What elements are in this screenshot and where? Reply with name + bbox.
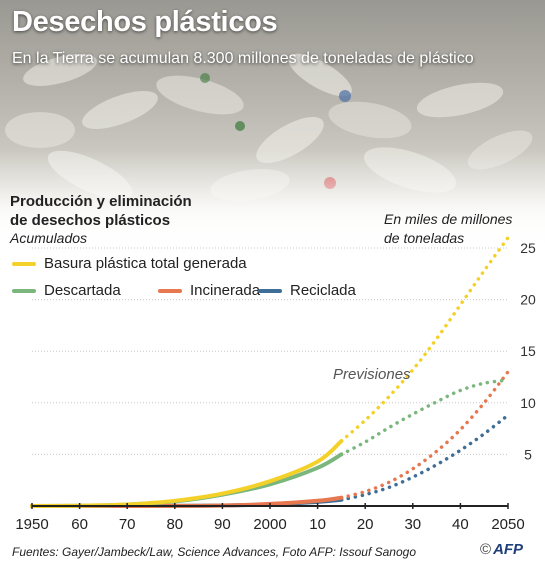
y-tick-label: 5: [524, 446, 532, 462]
legend-label-reciclada: Reciclada: [290, 282, 356, 299]
x-tick-label: 1950: [15, 516, 48, 533]
series-projection-1: [339, 378, 510, 457]
legend-swatch-descartada: [12, 288, 36, 293]
legend-swatch-total: [12, 261, 36, 266]
legend-item-incinerada: Incinerada: [158, 282, 260, 299]
y-axis-label: En miles de millones de toneladas: [384, 210, 512, 248]
x-tick-label: 10: [309, 516, 326, 533]
x-tick-label: 80: [166, 516, 183, 533]
legend-item-descartada: Descartada: [12, 282, 121, 299]
x-tick-label: 2050: [491, 516, 524, 533]
chart-title: Producción y eliminación de desechos plá…: [10, 192, 192, 230]
series-line-3: [30, 497, 344, 508]
x-tick-label: 90: [214, 516, 231, 533]
series-layer: [30, 235, 510, 508]
projection-annotation: Previsiones: [333, 366, 411, 383]
page-title: Desechos plásticos: [12, 6, 278, 38]
page-subtitle: En la Tierra se acumulan 8.300 millones …: [12, 50, 474, 67]
y-axis-label-line-1: En miles de millones: [384, 211, 513, 227]
series-projection-2: [339, 370, 510, 500]
series-projection-3: [339, 413, 510, 502]
afp-brand: AFP: [493, 541, 524, 558]
y-tick-label: 10: [520, 395, 536, 411]
x-tick-label: 60: [71, 516, 88, 533]
legend-label-incinerada: Incinerada: [190, 282, 261, 299]
legend-item-total: Basura plástica total generada: [12, 255, 247, 272]
chart-subtitle: Acumulados: [10, 230, 88, 246]
legend-swatch-reciclada: [258, 288, 282, 293]
series-line-0: [30, 439, 344, 508]
series-line-1: [30, 452, 344, 508]
x-tick-label: 70: [119, 516, 136, 533]
x-tick-label: 20: [357, 516, 374, 533]
y-tick-label: 20: [520, 292, 536, 308]
legend-item-reciclada: Reciclada: [258, 282, 356, 299]
legend-swatch-incinerada: [158, 288, 182, 293]
afp-logo: © AFP: [480, 541, 523, 558]
x-tick-label: 30: [404, 516, 421, 533]
copyright-symbol: ©: [480, 541, 492, 558]
photo-fade: [0, 150, 545, 250]
y-tick-label: 15: [520, 343, 536, 359]
legend-label-descartada: Descartada: [44, 282, 121, 299]
chart-title-line-1: Producción y eliminación: [10, 193, 192, 210]
series-line-2: [30, 495, 344, 508]
x-tick-label: 40: [452, 516, 469, 533]
x-tick-label: 2000: [253, 516, 286, 533]
chart-title-line-2: de desechos plásticos: [10, 212, 171, 229]
sources-footer: Fuentes: Gayer/Jambeck/Law, Science Adva…: [12, 545, 416, 559]
legend-label-total: Basura plástica total generada: [44, 255, 247, 272]
plastic-waste-photo: [0, 0, 545, 250]
series-projection-0: [339, 235, 510, 443]
y-axis-label-line-2: de toneladas: [384, 230, 465, 246]
grid-layer: [32, 247, 508, 455]
